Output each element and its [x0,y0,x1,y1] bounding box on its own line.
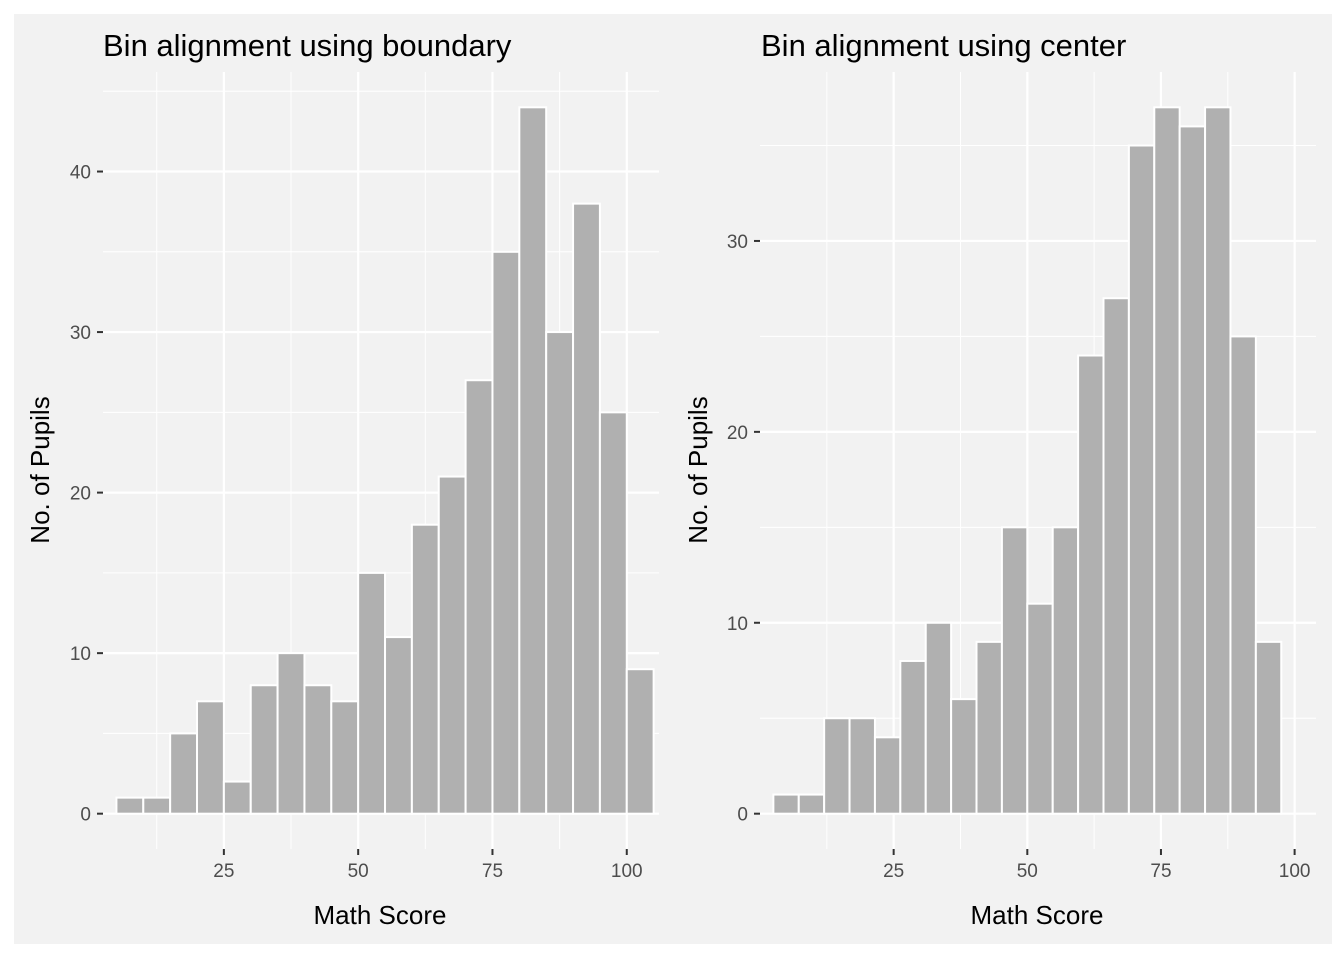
panel-title: Bin alignment using center [761,28,1126,63]
histogram-bar [330,700,360,815]
histogram-bar [464,379,494,815]
histogram-bars [772,106,1283,815]
x-tick-label: 75 [1150,861,1171,882]
histogram-bar [222,780,252,815]
x-tick-label: 25 [213,861,234,882]
histogram-bar [115,796,145,815]
histogram-bar [873,736,902,815]
histogram-bar [518,106,548,815]
y-axis-title: No. of Pupils [25,396,55,543]
histogram-bar [848,717,876,815]
histogram-bar [899,659,927,815]
histogram-bar [169,732,199,815]
y-tick-label: 20 [70,484,91,505]
histogram-bar [1254,640,1283,815]
x-axis-ticks: 25 50 75 100 [883,849,1310,882]
histogram-bar [598,411,628,815]
panel-boundary: Bin alignment using boundary 25 50 75 100 0… [25,28,659,930]
histogram-bar [823,717,851,815]
y-tick-label: 20 [727,423,748,444]
y-axis-ticks: 0 10 20 30 40 [70,163,103,826]
histogram-bar [1178,125,1207,815]
histogram-bar [142,796,172,815]
histogram-bar [572,202,601,815]
histogram-bars [115,106,655,815]
x-tick-label: 75 [482,861,503,882]
histogram-bar [545,331,575,815]
y-tick-label: 0 [80,805,91,826]
histogram-bar [357,571,387,815]
histogram-bar [1204,106,1232,815]
x-tick-label: 100 [611,861,643,882]
y-axis-title: No. of Pupils [683,396,713,543]
x-axis-ticks: 25 50 75 100 [213,849,643,882]
y-tick-label: 10 [727,614,748,635]
x-axis-title: Math Score [314,900,447,930]
histogram-bar [1077,354,1105,815]
histogram-bar [1000,526,1029,815]
histogram-bar [1026,602,1054,815]
x-tick-label: 50 [1017,861,1038,882]
x-tick-label: 100 [1279,861,1311,882]
histogram-bar [249,684,279,815]
y-axis-ticks: 0 10 20 30 [727,232,760,826]
histogram-bar [1229,335,1257,815]
panel-center: Bin alignment using center 25 50 75 100 0 10… [683,28,1316,930]
y-tick-label: 40 [70,163,91,184]
histogram-bar [196,700,225,815]
histogram-bar [410,523,440,815]
histogram-bar [303,684,333,815]
histogram-bar [797,793,826,815]
y-tick-label: 0 [737,805,748,826]
y-tick-label: 10 [70,644,91,665]
histogram-bar [975,640,1003,815]
histogram-bar [384,636,413,815]
histogram-bar [1102,297,1130,815]
panel-title: Bin alignment using boundary [103,28,512,63]
y-tick-label: 30 [70,323,91,344]
y-tick-label: 30 [727,232,748,253]
histogram-bar [276,652,306,815]
histogram-bar [1153,106,1181,815]
x-axis-title: Math Score [971,900,1104,930]
histogram-bar [491,250,521,815]
histogram-bar [924,621,953,815]
x-tick-label: 50 [348,861,369,882]
histogram-bar [950,698,978,815]
histogram-bar [1051,526,1080,815]
histogram-bar [1127,144,1156,815]
histogram-bar [625,668,655,815]
histogram-bar [772,793,800,815]
x-tick-label: 25 [883,861,904,882]
histogram-bar [437,475,467,815]
